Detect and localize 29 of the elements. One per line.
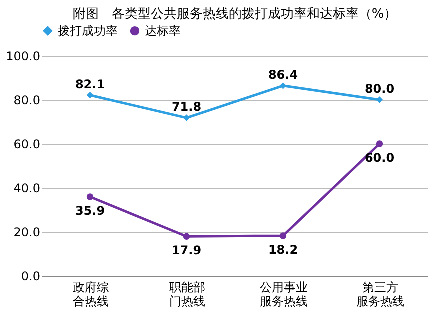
y-tick-label: 60.0 [14,138,40,152]
y-tick-label: 0.0 [21,270,40,284]
data-label: 80.0 [364,82,395,96]
data-label: 86.4 [268,68,298,82]
legend-label: 达标率 [145,24,181,38]
x-tick-label: 职能部门热线 [169,280,206,308]
y-tick-label: 20.0 [14,226,40,240]
y-tick-label: 40.0 [14,182,40,196]
point [280,232,287,240]
point [280,82,287,90]
data-label: 82.1 [75,77,106,92]
point [86,92,94,99]
x-tick-label: 公用事业服务热线 [260,280,308,308]
legend-label: 拨打成功率 [58,24,118,38]
data-label: 71.8 [172,100,202,114]
point [183,114,190,122]
x-tick-label: 政府综合热线 [72,280,109,308]
x-tick-label: 第三方服务热线 [356,280,404,308]
point [86,194,94,200]
chart-title: 附图 各类型公共服务热线的拨打成功率和达标率（%） [72,6,398,22]
point [376,140,384,148]
point [376,96,384,104]
point [183,233,190,240]
y-tick-label: 80.0 [14,94,40,108]
data-label: 35.9 [75,204,106,218]
data-label: 60.0 [364,151,395,165]
y-tick-label: 100.0 [6,50,40,64]
data-label: 18.2 [268,242,298,257]
data-label: 17.9 [172,244,202,258]
